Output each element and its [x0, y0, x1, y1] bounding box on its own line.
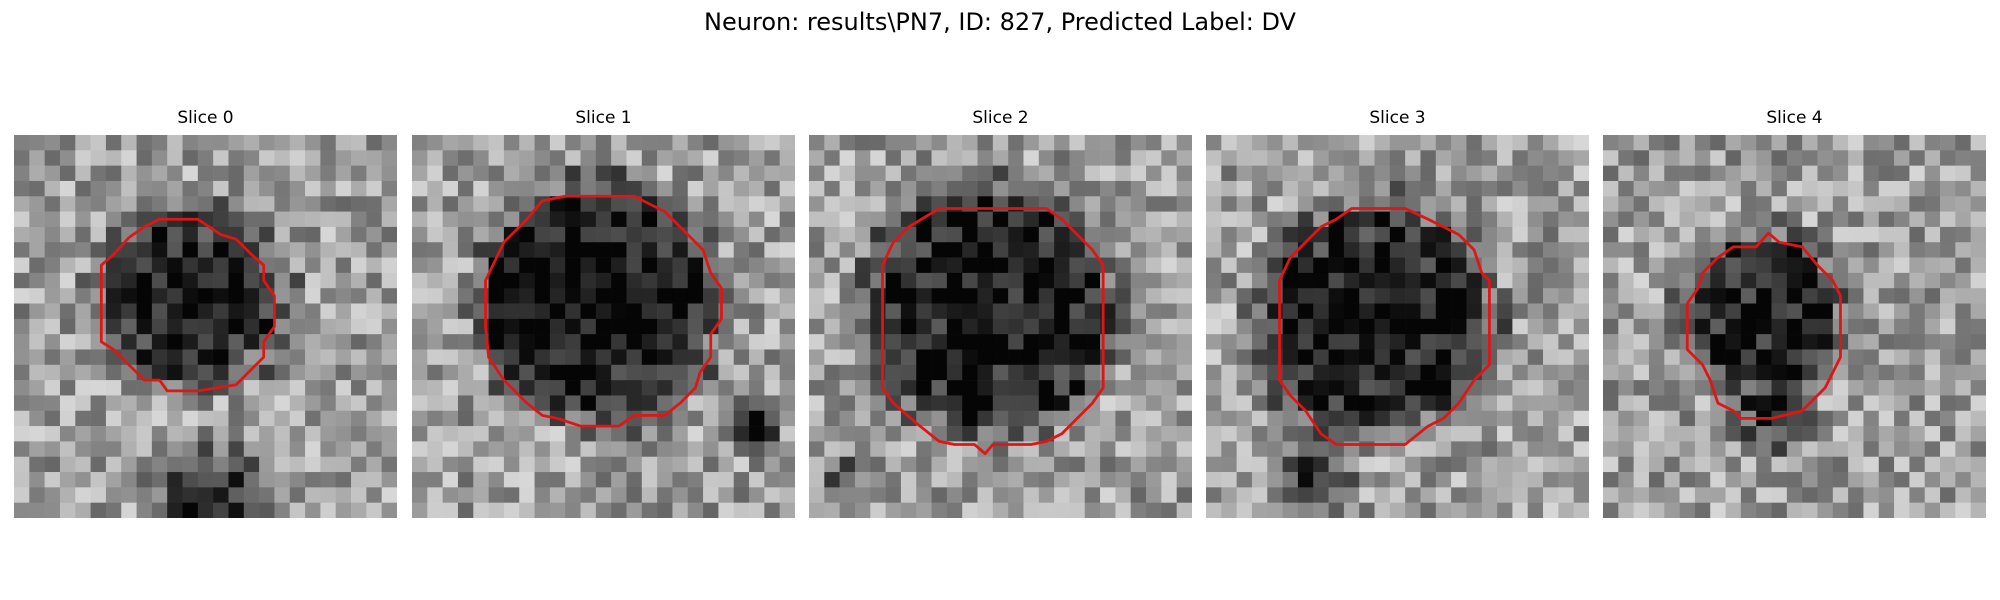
figure-title: Neuron: results\PN7, ID: 827, Predicted … [704, 8, 1296, 36]
cell-contour [99, 217, 276, 393]
cell-contour [881, 207, 1105, 456]
slice-1-title: Slice 1 [575, 108, 632, 128]
slice-4-title: Slice 4 [1766, 108, 1823, 128]
cell-contour [1685, 231, 1842, 420]
cell-contour [484, 194, 723, 428]
slice-0-title: Slice 0 [177, 108, 234, 128]
slice-4-image [1603, 135, 1986, 518]
slice-3-image [1206, 135, 1589, 518]
slice-3-title: Slice 3 [1369, 108, 1426, 128]
cell-contour [1278, 207, 1491, 446]
slice-2-title: Slice 2 [972, 108, 1029, 128]
slice-0-image [14, 135, 397, 518]
slice-2-image [809, 135, 1192, 518]
slice-1-image [412, 135, 795, 518]
